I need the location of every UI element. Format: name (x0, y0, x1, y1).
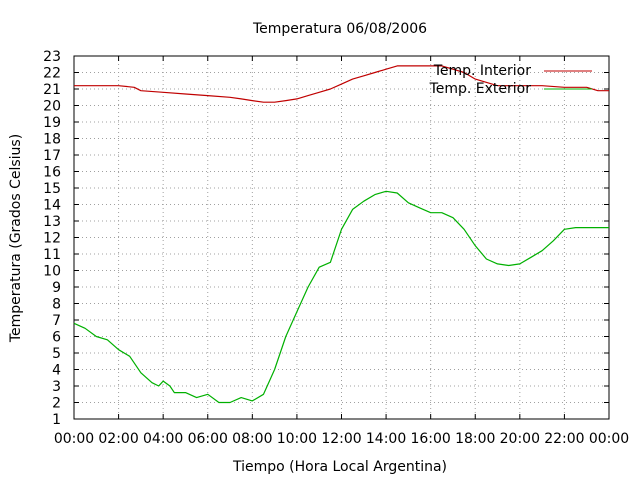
x-tick-label: 04:00 (143, 431, 183, 447)
x-tick-label: 22:00 (544, 431, 584, 447)
y-tick-label: 12 (43, 231, 61, 247)
x-tick-label: 14:00 (366, 431, 406, 447)
x-tick-label: 20:00 (500, 431, 540, 447)
legend-label-interior: Temp. Interior (433, 63, 532, 79)
grid-layer (74, 56, 609, 419)
y-axis-label: Temperatura (Grados Celsius) (8, 134, 24, 343)
x-tick-label: 06:00 (188, 431, 228, 447)
y-tick-label: 23 (43, 49, 61, 65)
y-tick-label: 10 (43, 264, 61, 280)
y-tick-label: 14 (43, 198, 61, 214)
x-axis-label: Tiempo (Hora Local Argentina) (232, 459, 447, 475)
series-line-exterior (73, 190, 609, 404)
series-layer (73, 65, 609, 404)
y-tick-label: 1 (52, 412, 61, 428)
y-tick-label: 4 (52, 363, 61, 379)
y-tick-label: 3 (52, 379, 61, 395)
series-line-interior (74, 65, 609, 103)
x-tick-label: 18:00 (455, 431, 495, 447)
y-tick-label: 5 (52, 346, 61, 362)
y-tick-label: 7 (52, 313, 61, 329)
y-tick-label: 16 (43, 165, 61, 181)
y-tick-label: 20 (43, 99, 61, 115)
legend-label-exterior: Temp. Exterior (429, 81, 532, 97)
y-tick-label: 8 (52, 297, 61, 313)
y-tick-label: 11 (43, 247, 61, 263)
y-tick-label: 2 (52, 396, 61, 412)
x-tick-label: 00:00 (54, 431, 94, 447)
x-tick-label: 16:00 (410, 431, 450, 447)
y-tick-label: 9 (52, 280, 61, 296)
y-tick-label: 6 (52, 330, 61, 346)
y-tick-label: 22 (43, 66, 61, 82)
y-tick-label: 17 (43, 148, 61, 164)
y-tick-label: 18 (43, 132, 61, 148)
x-tick-label: 02:00 (98, 431, 138, 447)
x-tick-label: 12:00 (321, 431, 361, 447)
legend: Temp. Interior Temp. Exterior (429, 63, 592, 97)
x-tick-label: 10:00 (277, 431, 317, 447)
y-tick-label: 19 (43, 115, 61, 131)
x-tick-label: 00:00 (589, 431, 629, 447)
y-tick-label: 13 (43, 214, 61, 230)
y-tick-label: 15 (43, 181, 61, 197)
x-tick-label: 08:00 (232, 431, 272, 447)
chart-title: Temperatura 06/08/2006 (252, 21, 427, 37)
tick-layer: 123456789101112131415161718192021222300:… (43, 49, 629, 447)
y-tick-label: 21 (43, 82, 61, 98)
